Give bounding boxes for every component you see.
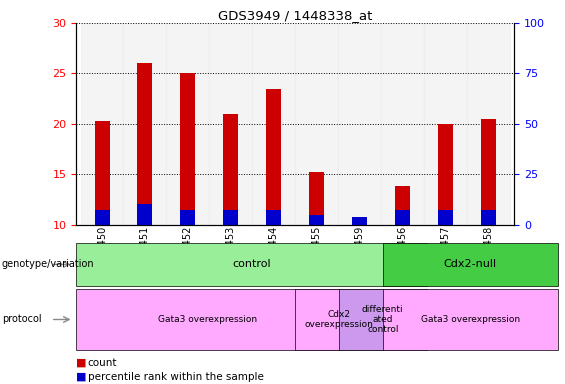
Bar <box>266 89 281 225</box>
Bar <box>352 217 367 225</box>
Text: ■: ■ <box>76 372 87 382</box>
Bar <box>223 114 238 225</box>
Bar <box>467 23 510 225</box>
Bar <box>395 186 410 225</box>
Bar <box>124 23 167 225</box>
Bar <box>481 119 496 225</box>
Bar <box>309 172 324 225</box>
Bar <box>210 23 253 225</box>
Bar <box>223 210 238 225</box>
Bar <box>94 210 110 225</box>
Bar <box>180 73 195 225</box>
Text: differenti
ated
control: differenti ated control <box>362 305 403 334</box>
Text: Gata3 overexpression: Gata3 overexpression <box>421 315 520 324</box>
Bar <box>137 205 153 225</box>
Bar <box>438 210 453 225</box>
Bar <box>295 23 338 225</box>
Text: Cdx2-null: Cdx2-null <box>444 259 497 270</box>
Bar <box>266 210 281 225</box>
Text: count: count <box>88 358 117 368</box>
Bar <box>309 215 324 225</box>
Bar <box>81 23 124 225</box>
Bar <box>253 23 295 225</box>
Bar <box>338 23 381 225</box>
Text: control: control <box>232 259 271 270</box>
Bar <box>438 124 453 225</box>
Bar <box>352 218 367 225</box>
Bar <box>481 210 496 225</box>
Text: Cdx2
overexpression: Cdx2 overexpression <box>305 310 373 329</box>
Text: Gata3 overexpression: Gata3 overexpression <box>158 315 257 324</box>
Text: protocol: protocol <box>2 314 41 324</box>
Bar <box>94 121 110 225</box>
Text: genotype/variation: genotype/variation <box>2 259 94 270</box>
Bar <box>180 210 195 225</box>
Text: percentile rank within the sample: percentile rank within the sample <box>88 372 263 382</box>
Bar <box>167 23 210 225</box>
Text: ■: ■ <box>76 358 87 368</box>
Bar <box>137 63 153 225</box>
Bar <box>395 210 410 225</box>
Bar <box>381 23 424 225</box>
Bar <box>424 23 467 225</box>
Title: GDS3949 / 1448338_at: GDS3949 / 1448338_at <box>218 9 372 22</box>
